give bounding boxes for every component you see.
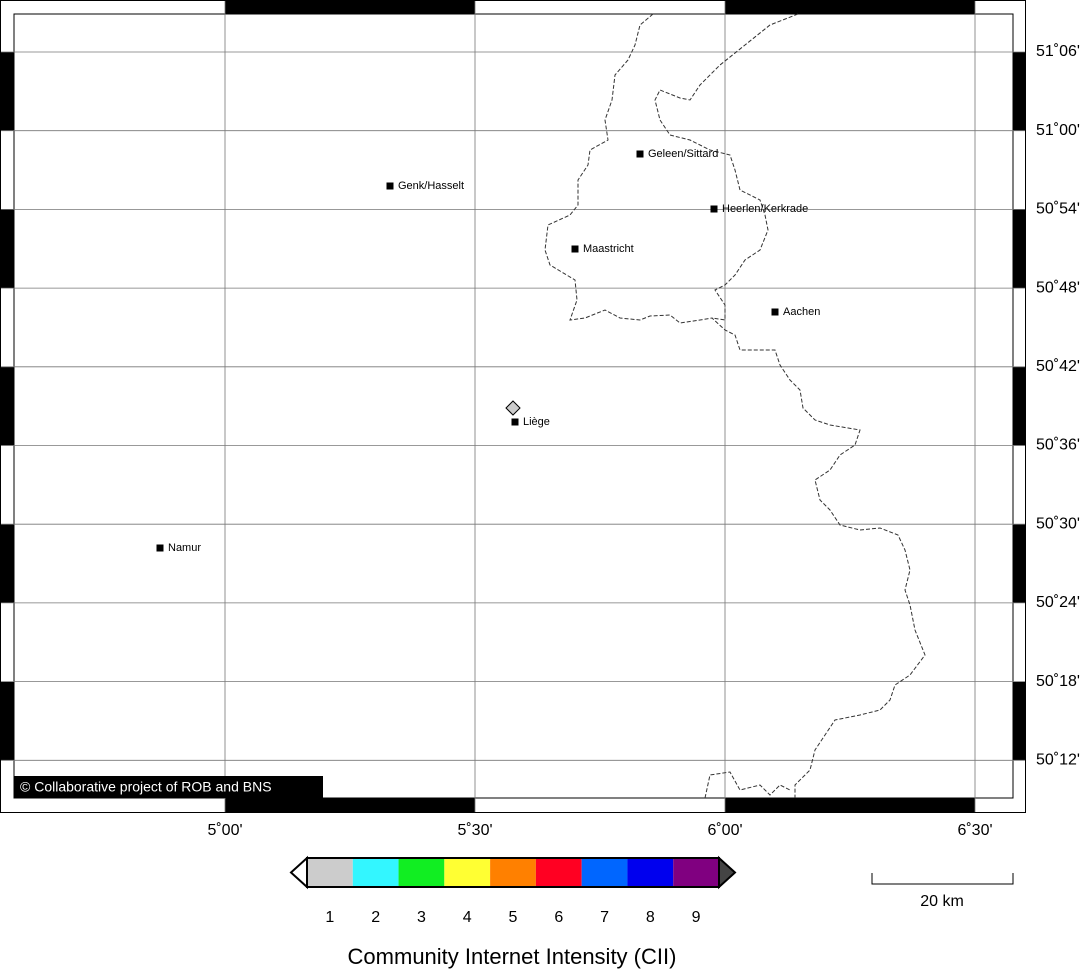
- frame-bar: [1013, 52, 1025, 131]
- legend-tick-label: 5: [509, 909, 518, 926]
- legend-swatch: [352, 858, 399, 887]
- nl-de-border: [654, 13, 799, 321]
- frame-bar: [1, 366, 14, 446]
- lat-label: 50˚48': [1036, 279, 1080, 296]
- lon-label: 6˚30': [957, 822, 992, 839]
- city-marker: [511, 418, 519, 426]
- frame-bar: [1013, 209, 1025, 289]
- city-label: Namur: [168, 542, 201, 554]
- legend-arrow-low: [289, 855, 308, 890]
- city-label: Genk/Hasselt: [398, 180, 464, 192]
- frame-bar: [1013, 524, 1025, 603]
- frame-ticks: [1, 1, 1025, 812]
- scale-bar: [871, 873, 1014, 885]
- be-border: [544, 13, 926, 798]
- legend-swatch: [307, 858, 353, 887]
- legend-swatch: [490, 858, 536, 887]
- city-label: Aachen: [783, 306, 820, 318]
- legend-tick-label: 6: [554, 909, 563, 926]
- city-label: Liège: [523, 416, 550, 428]
- legend-swatch: [627, 858, 674, 887]
- legend-swatch: [398, 858, 445, 887]
- lon-label: 5˚00': [207, 822, 242, 839]
- frame-bar: [725, 798, 975, 812]
- city-marker: [771, 308, 779, 316]
- legend-swatch: [581, 858, 628, 887]
- frame-bar: [1, 209, 14, 289]
- cities: Genk/Hasselt Geleen/Sittard Heerlen/Kerkra…: [156, 148, 820, 554]
- frame-bar: [225, 1, 475, 14]
- copyright: © Collaborative project of ROB and BNS: [20, 779, 272, 795]
- city-marker: [386, 182, 394, 190]
- south-border: [704, 771, 791, 799]
- city-marker: [156, 544, 164, 552]
- city-label: Geleen/Sittard: [648, 148, 718, 160]
- legend-tick-label: 4: [463, 909, 472, 926]
- lon-label: 6˚00': [707, 822, 742, 839]
- legend-arrow-high: [718, 855, 737, 890]
- lon-label: 5˚30': [457, 822, 492, 839]
- city-label: Heerlen/Kerkrade: [722, 203, 808, 215]
- scale-label: 20 km: [920, 893, 964, 910]
- legend-tick-label: 7: [600, 909, 609, 926]
- legend-swatch: [535, 858, 582, 887]
- city-label: Maastricht: [583, 243, 634, 255]
- legend-tick-label: 9: [692, 909, 701, 926]
- city-marker: [710, 205, 718, 213]
- lat-label: 50˚24': [1036, 594, 1080, 611]
- frame-bar: [1, 52, 14, 131]
- legend-title: Community Internet Intensity (CII): [348, 944, 677, 969]
- legend-tick-label: 3: [417, 909, 426, 926]
- lat-label: 50˚30': [1036, 515, 1080, 532]
- lat-label: 50˚36': [1036, 437, 1080, 454]
- frame-bar: [1013, 366, 1025, 446]
- graticule: [1, 1, 1025, 812]
- lat-label: 50˚54': [1036, 201, 1080, 218]
- legend-tick-label: 8: [646, 909, 655, 926]
- city-marker: [636, 150, 644, 158]
- lat-label: 50˚42': [1036, 358, 1080, 375]
- copyright-box: [14, 776, 323, 798]
- frame-bar: [1, 524, 14, 603]
- legend-tick-label: 1: [325, 909, 334, 926]
- epicenter: [505, 400, 521, 416]
- borders: [544, 13, 926, 799]
- lat-label: 51˚06': [1036, 43, 1080, 60]
- frame-bar: [1013, 681, 1025, 761]
- legend-swatch: [673, 858, 719, 887]
- frame-bar: [725, 1, 975, 14]
- legend-outline: [306, 857, 720, 888]
- lat-label: 50˚12': [1036, 752, 1080, 769]
- legend-tick-label: 2: [371, 909, 380, 926]
- frame-bar: [225, 798, 475, 812]
- city-marker: [571, 245, 579, 253]
- frame-bar: [1, 681, 14, 761]
- axis-labels: 5˚00' 5˚30' 6˚00' 6˚30' 51˚06' 51˚00' 50˚54' 50…: [207, 43, 1080, 839]
- lat-label: 51˚00': [1036, 122, 1080, 139]
- legend: 1 2 3 4 5 6 7 8 9: [289, 855, 737, 926]
- lat-label: 50˚18': [1036, 673, 1080, 690]
- legend-swatch: [444, 858, 491, 887]
